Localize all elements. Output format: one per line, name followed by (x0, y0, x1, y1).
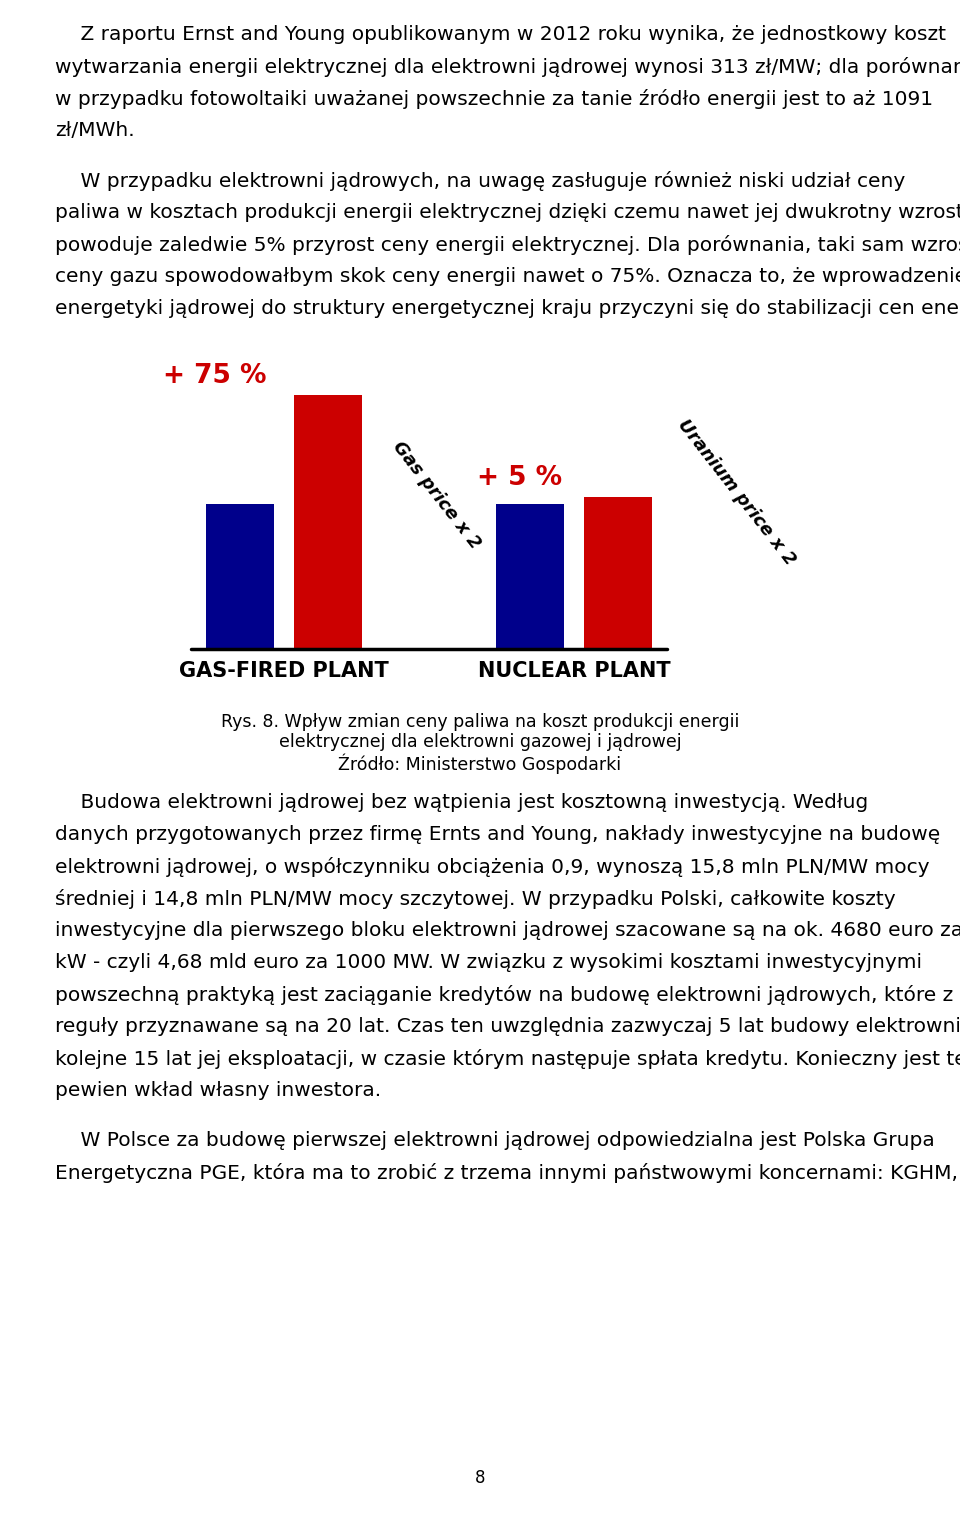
Text: + 75 %: + 75 % (163, 364, 267, 389)
Text: w przypadku fotowoltaiki uważanej powszechnie za tanie źródło energii jest to aż: w przypadku fotowoltaiki uważanej powsze… (55, 89, 933, 109)
Text: zł/MWh.: zł/MWh. (55, 121, 134, 139)
Text: danych przygotowanych przez firmę Ernts and Young, nakłady inwestycyjne na budow: danych przygotowanych przez firmę Ernts … (55, 826, 940, 844)
Text: Gas price x 2: Gas price x 2 (389, 438, 484, 553)
Text: Z raportu Ernst and Young opublikowanym w 2012 roku wynika, że jednostkowy koszt: Z raportu Ernst and Young opublikowanym … (55, 26, 946, 44)
Bar (206, 504, 274, 648)
Text: powoduje zaledwie 5% przyrost ceny energii elektrycznej. Dla porównania, taki sa: powoduje zaledwie 5% przyrost ceny energ… (55, 235, 960, 255)
Text: Źródło: Ministerstwo Gospodarki: Źródło: Ministerstwo Gospodarki (339, 753, 621, 774)
Text: elektrowni jądrowej, o współczynniku obciążenia 0,9, wynoszą 15,8 mln PLN/MW moc: elektrowni jądrowej, o współczynniku obc… (55, 857, 929, 877)
Text: ceny gazu spowodowałbym skok ceny energii nawet o 75%. Oznacza to, że wprowadzen: ceny gazu spowodowałbym skok ceny energi… (55, 267, 960, 286)
Text: reguły przyznawane są na 20 lat. Czas ten uwzględnia zazwyczaj 5 lat budowy elek: reguły przyznawane są na 20 lat. Czas te… (55, 1017, 960, 1036)
Bar (496, 504, 564, 648)
Bar (294, 395, 362, 648)
Text: Rys. 8. Wpływ zmian ceny paliwa na koszt produkcji energii: Rys. 8. Wpływ zmian ceny paliwa na koszt… (221, 714, 739, 732)
Text: paliwa w kosztach produkcji energii elektrycznej dzięki czemu nawet jej dwukrotn: paliwa w kosztach produkcji energii elek… (55, 203, 960, 223)
Text: Budowa elektrowni jądrowej bez wątpienia jest kosztowną inwestycją. Według: Budowa elektrowni jądrowej bez wątpienia… (55, 792, 868, 812)
Text: W Polsce za budowę pierwszej elektrowni jądrowej odpowiedzialna jest Polska Grup: W Polsce za budowę pierwszej elektrowni … (55, 1132, 935, 1150)
Bar (584, 497, 652, 648)
Text: wytwarzania energii elektrycznej dla elektrowni jądrowej wynosi 313 zł/MW; dla p: wytwarzania energii elektrycznej dla ele… (55, 58, 960, 77)
Text: inwestycyjne dla pierwszego bloku elektrowni jądrowej szacowane są na ok. 4680 e: inwestycyjne dla pierwszego bloku elektr… (55, 921, 960, 939)
Text: kolejne 15 lat jej eksploatacji, w czasie którym następuje spłata kredytu. Konie: kolejne 15 lat jej eksploatacji, w czasi… (55, 1048, 960, 1070)
Text: Uranium price x 2: Uranium price x 2 (674, 417, 799, 570)
Text: energetyki jądrowej do struktury energetycznej kraju przyczyni się do stabilizac: energetyki jądrowej do struktury energet… (55, 298, 960, 318)
Text: średniej i 14,8 mln PLN/MW mocy szczytowej. W przypadku Polski, całkowite koszty: średniej i 14,8 mln PLN/MW mocy szczytow… (55, 889, 896, 909)
Text: W przypadku elektrowni jądrowych, na uwagę zasługuje również niski udział ceny: W przypadku elektrowni jądrowych, na uwa… (55, 171, 905, 191)
Text: + 5 %: + 5 % (477, 465, 563, 491)
Text: NUCLEAR PLANT: NUCLEAR PLANT (478, 661, 670, 682)
Text: kW - czyli 4,68 mld euro za 1000 MW. W związku z wysokimi kosztami inwestycyjnym: kW - czyli 4,68 mld euro za 1000 MW. W z… (55, 953, 922, 973)
Text: Energetyczna PGE, która ma to zrobić z trzema innymi państwowymi koncernami: KGH: Energetyczna PGE, która ma to zrobić z t… (55, 1164, 958, 1183)
Text: elektrycznej dla elektrowni gazowej i jądrowej: elektrycznej dla elektrowni gazowej i ją… (278, 733, 682, 751)
Text: powszechną praktyką jest zaciąganie kredytów na budowę elektrowni jądrowych, któ: powszechną praktyką jest zaciąganie kred… (55, 985, 953, 1004)
Text: 8: 8 (475, 1470, 485, 1488)
Text: GAS-FIRED PLANT: GAS-FIRED PLANT (180, 661, 389, 682)
Text: pewien wkład własny inwestora.: pewien wkład własny inwestora. (55, 1082, 381, 1100)
